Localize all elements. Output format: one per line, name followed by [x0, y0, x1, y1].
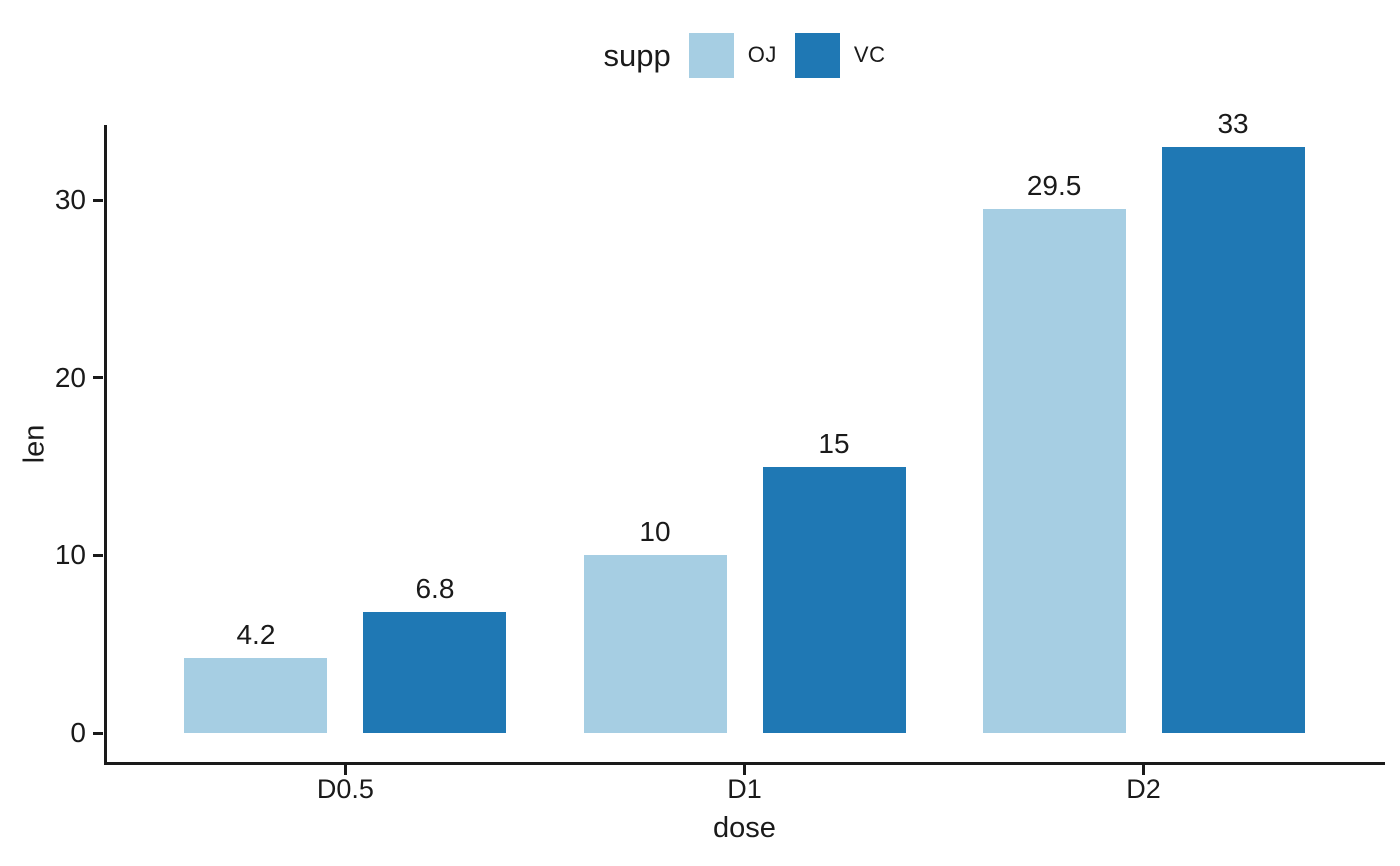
bar-oj-d2 — [982, 208, 1126, 733]
y-axis-tick-label: 0 — [70, 717, 86, 748]
x-axis-tick-label: D0.5 — [316, 774, 374, 804]
legend-label-vc: VC — [853, 42, 886, 67]
bar-value-label: 6.8 — [415, 573, 455, 605]
legend-title: supp — [603, 37, 671, 73]
x-axis-tick-label: D1 — [727, 774, 762, 804]
x-axis-tick — [743, 765, 746, 775]
bar-value-label: 29.5 — [1026, 169, 1082, 201]
bar-vc-d0.5 — [363, 612, 507, 733]
legend: supp OJ VC — [106, 30, 1383, 80]
x-axis-tick-label: D2 — [1126, 774, 1161, 804]
bar-value-label: 4.2 — [236, 619, 276, 651]
bar-oj-d1 — [583, 555, 727, 733]
bar-vc-d1 — [762, 466, 906, 733]
y-axis-tick-label: 20 — [54, 361, 86, 393]
y-axis-tick — [93, 376, 103, 380]
bar-vc-d2 — [1161, 146, 1305, 733]
y-axis-tick — [93, 198, 103, 202]
x-axis-line — [104, 762, 1385, 765]
y-axis-tick — [93, 553, 103, 557]
x-axis-tick — [1142, 765, 1146, 775]
y-axis-title: len — [18, 424, 51, 464]
y-axis-line — [104, 125, 107, 765]
x-axis-title: dose — [713, 812, 776, 844]
y-axis-tick — [93, 731, 103, 735]
plot-panel: 0 10 20 30 D0.5 D1 D2 4.2 10 29.5 6.8 15 33 — [55, 108, 1383, 804]
bar-value-label: 33 — [1217, 107, 1249, 139]
y-axis-tick-label: 10 — [54, 539, 86, 571]
bar-oj-d0.5 — [184, 658, 328, 733]
bar-value-label: 15 — [818, 427, 850, 459]
x-axis-tick — [343, 765, 347, 775]
bar-value-label: 10 — [639, 516, 671, 548]
legend-entry-oj: OJ — [688, 32, 777, 78]
legend-swatch-oj — [688, 32, 734, 78]
y-axis-tick-label: 30 — [54, 184, 86, 216]
legend-swatch-vc — [794, 32, 840, 78]
legend-label-oj: OJ — [747, 42, 777, 67]
legend-entry-vc: VC — [794, 32, 886, 78]
